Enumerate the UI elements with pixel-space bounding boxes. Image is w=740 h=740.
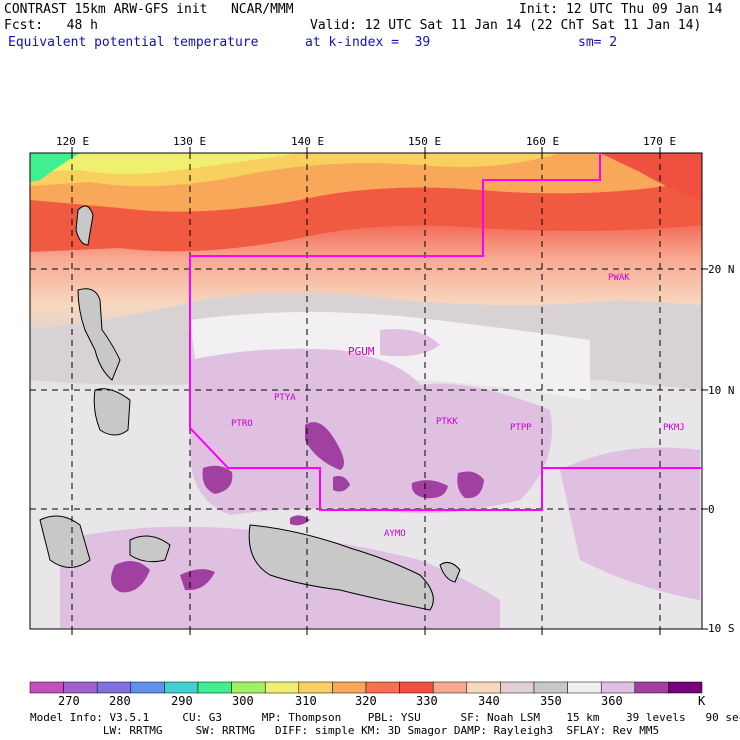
colorbar-swatch (332, 681, 367, 694)
lat-label-10s: 10 S (708, 622, 735, 635)
colorbar-swatch (365, 681, 400, 694)
colorbar-label-320: 320 (355, 694, 377, 708)
colorbar-swatch (130, 681, 165, 694)
domain-boundary (189, 153, 702, 511)
lon-label-170e: 170 E (643, 135, 677, 148)
colorbar-swatch (533, 681, 568, 694)
header-level: at k-index = 39 (305, 35, 431, 50)
colorbar-swatch (298, 681, 333, 694)
colorbar-label-330: 330 (416, 694, 438, 708)
lat-label-20n: 20 N (708, 263, 735, 276)
colorbar-swatch (399, 681, 434, 694)
colorbar-swatch (197, 681, 232, 694)
model-info-line2: LW: RRTMG SW: RRTMG DIFF: simple KM: 3D … (30, 724, 660, 737)
colorbar-swatch (96, 681, 132, 694)
colorbar-label-350: 350 (540, 694, 562, 708)
lon-label-150e: 150 E (408, 135, 442, 148)
lon-label-120e: 120 E (56, 135, 90, 148)
colorbar-swatch (164, 681, 199, 694)
colorbar-label-280: 280 (109, 694, 131, 708)
colorbar-swatch (500, 681, 535, 694)
colorbar-label-290: 290 (171, 694, 193, 708)
header-model-title: CONTRAST 15km ARW-GFS init NCAR/MMM (4, 2, 294, 17)
colorbar-swatch (600, 681, 636, 694)
station-pwak: PWAK (608, 273, 630, 283)
map-frame (30, 153, 702, 629)
lat-label-equator: 0 (708, 503, 715, 516)
colorbar-swatch (668, 681, 703, 694)
colorbar-swatch (63, 681, 98, 694)
colorbar-swatch (264, 681, 300, 694)
station-ptya: PTYA (274, 393, 296, 403)
colorbar-swatch (29, 681, 64, 694)
colorbar-label-340: 340 (478, 694, 500, 708)
colorbar-label-360: 360 (601, 694, 623, 708)
colorbar-label-270: 270 (58, 694, 80, 708)
colorbar-swatch (231, 681, 266, 694)
station-pkmj: PKMJ (663, 423, 685, 433)
header-smoothing: sm= 2 (578, 35, 618, 50)
lon-label-160e: 160 E (526, 135, 560, 148)
station-ptkk: PTKK (436, 417, 458, 427)
header-valid-time: Valid: 12 UTC Sat 11 Jan 14 (22 ChT Sat … (310, 18, 702, 33)
station-pgum: PGUM (348, 345, 375, 358)
model-info-line1: Model Info: V3.5.1 CU: G3 MP: Thompson P… (30, 711, 740, 724)
colorbar-swatch (567, 681, 602, 694)
colorbar-swatch (634, 681, 669, 694)
lon-label-130e: 130 E (173, 135, 207, 148)
station-ptpp: PTPP (510, 423, 532, 433)
header-field-name: Equivalent potential temperature (8, 35, 259, 50)
header-forecast-hour: Fcst: 48 h (4, 18, 98, 33)
colorbar-label-310: 310 (295, 694, 317, 708)
station-ptro: PTRO (231, 419, 253, 429)
colorbar-swatch (432, 681, 468, 694)
map-border (29, 152, 703, 630)
station-aymo: AYMO (384, 529, 406, 539)
lon-label-140e: 140 E (291, 135, 325, 148)
lat-label-10n: 10 N (708, 384, 735, 397)
colorbar-swatch (466, 681, 501, 694)
colorbar-label-300: 300 (232, 694, 254, 708)
graticule (30, 153, 702, 629)
colorbar-unit: K (698, 694, 706, 708)
colorbar (29, 681, 703, 694)
header-init-time: Init: 12 UTC Thu 09 Jan 14 (519, 2, 723, 17)
